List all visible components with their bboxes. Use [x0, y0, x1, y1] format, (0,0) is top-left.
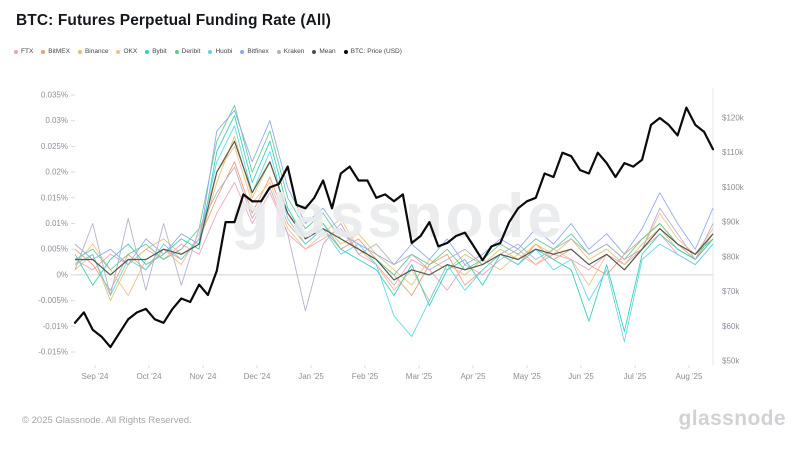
page-title: BTC: Futures Perpetual Funding Rate (All… — [16, 12, 331, 29]
glassnode-logo: glassnode — [678, 407, 786, 430]
legend-dot-bitmex — [41, 50, 46, 55]
chart-legend: FTX BitMEX Binance OKX Bybit Deribit Huobi Bitf… — [14, 48, 402, 56]
x-axis-tick-label: Feb '25 — [352, 372, 379, 381]
left-axis-tick-label: -0.01% — [43, 322, 68, 331]
x-axis-tick-label: Sep '24 — [82, 372, 109, 381]
x-axis-tick-label: Dec '24 — [244, 372, 271, 381]
right-axis-tick-label: $120k — [722, 114, 745, 123]
legend-dot-btc-price-usd- — [343, 50, 348, 55]
x-axis-tick-label: Nov '24 — [190, 372, 217, 381]
legend-label-binance: Binance — [84, 48, 109, 55]
legend-dot-bitfinex — [240, 50, 245, 55]
legend-dot-kraken — [276, 50, 281, 55]
right-axis-tick-label: $80k — [722, 252, 740, 261]
x-axis-tick-label: Oct '24 — [136, 372, 162, 381]
glassnode-watermark: glassnode — [231, 182, 565, 251]
legend-item-mean[interactable]: Mean — [312, 48, 336, 56]
series-line-mean — [75, 140, 714, 281]
legend-item-huobi[interactable]: Huobi — [208, 48, 233, 56]
legend-dot-bybit — [145, 50, 150, 55]
x-axis-tick-label: Apr '25 — [460, 372, 486, 381]
x-axis-tick-label: Jul '25 — [624, 372, 647, 381]
legend-label-okx: OKX — [123, 48, 138, 55]
left-axis-tick-label: 0.03% — [45, 116, 68, 125]
x-axis-tick-label: Mar '25 — [406, 372, 433, 381]
legend-dot-binance — [77, 50, 82, 55]
series-line-btc-price — [73, 106, 715, 349]
legend-label-bitfinex: Bitfinex — [247, 48, 269, 55]
legend-item-bitfinex[interactable]: Bitfinex — [240, 48, 269, 56]
legend-label-bybit: Bybit — [152, 48, 167, 55]
legend-dot-okx — [116, 50, 121, 55]
left-axis-tick-label: 0.02% — [45, 168, 68, 177]
legend-item-okx[interactable]: OKX — [116, 48, 138, 56]
right-axis-tick-label: $90k — [722, 218, 740, 227]
legend-label-ftx: FTX — [21, 48, 34, 55]
left-axis-tick-label: -0.005% — [38, 296, 68, 305]
left-axis-tick-label: 0.035% — [41, 91, 68, 100]
legend-item-btc-price-usd-[interactable]: BTC: Price (USD) — [343, 48, 402, 56]
left-axis-tick-label: 0.005% — [41, 245, 68, 254]
copyright-text: © 2025 Glassnode. All Rights Reserved. — [22, 415, 192, 426]
legend-item-binance[interactable]: Binance — [77, 48, 109, 56]
left-axis-tick-label: 0.01% — [45, 219, 68, 228]
legend-label-mean: Mean — [319, 48, 336, 55]
legend-dot-ftx — [14, 50, 18, 55]
legend-label-btc-price-usd-: BTC: Price (USD) — [350, 48, 402, 55]
left-axis-tick-label: 0.015% — [41, 193, 68, 202]
left-axis-tick-label: 0.025% — [41, 142, 68, 151]
right-axis-tick-label: $60k — [722, 322, 740, 331]
legend-label-deribit: Deribit — [181, 48, 201, 55]
right-axis-tick-label: $110k — [722, 148, 744, 157]
x-axis-tick-label: Jan '25 — [298, 372, 324, 381]
x-axis-tick-label: Aug '25 — [676, 372, 703, 381]
legend-label-bitmex: BitMEX — [48, 48, 70, 55]
legend-dot-mean — [312, 50, 317, 55]
legend-label-huobi: Huobi — [215, 48, 233, 55]
left-axis-tick-label: 0% — [56, 270, 68, 279]
series-line-huobi — [74, 125, 714, 343]
left-axis-tick-label: -0.015% — [38, 348, 68, 357]
x-axis-tick-label: Jun '25 — [568, 372, 594, 381]
legend-label-kraken: Kraken — [283, 48, 305, 55]
legend-item-ftx[interactable]: FTX — [14, 48, 34, 56]
legend-item-bitmex[interactable]: BitMEX — [41, 48, 70, 56]
legend-item-kraken[interactable]: Kraken — [276, 48, 305, 56]
legend-dot-huobi — [208, 50, 213, 55]
legend-item-bybit[interactable]: Bybit — [145, 48, 167, 56]
series-line-bybit — [74, 115, 714, 332]
right-axis-tick-label: $70k — [722, 287, 740, 296]
legend-dot-deribit — [174, 50, 179, 55]
series-line-kraken — [74, 166, 714, 312]
legend-item-deribit[interactable]: Deribit — [174, 48, 201, 56]
right-axis-tick-label: $50k — [722, 357, 740, 366]
x-axis-tick-label: May '25 — [513, 372, 541, 381]
right-axis-tick-label: $100k — [722, 183, 745, 192]
